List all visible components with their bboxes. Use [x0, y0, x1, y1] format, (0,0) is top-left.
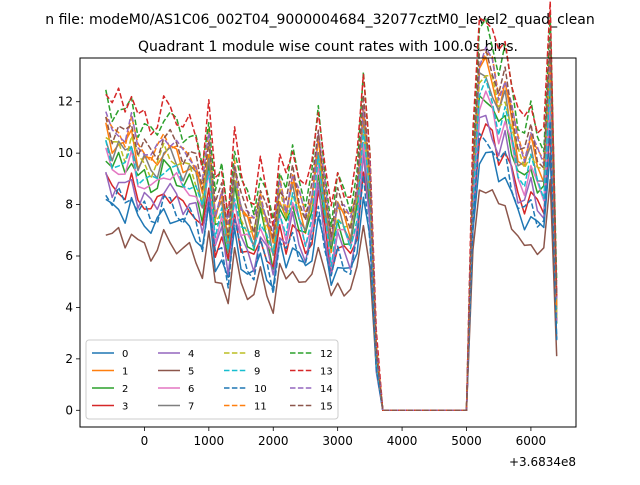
legend-label-9: 9 — [254, 367, 260, 378]
x-tick-label: 0 — [141, 434, 149, 448]
series-line-10 — [105, 120, 558, 412]
y-tick-label: 4 — [65, 300, 73, 314]
chart-title: Quadrant 1 module wise count rates with … — [138, 39, 518, 55]
x-tick-label: 6000 — [516, 434, 547, 448]
legend-box — [85, 339, 339, 420]
y-tick-label: 0 — [65, 403, 73, 417]
legend-label-15: 15 — [320, 402, 333, 413]
x-tick-label: 1000 — [194, 434, 225, 448]
series-line-6 — [105, 90, 558, 412]
x-tick-label: 5000 — [451, 434, 482, 448]
legend-label-13: 13 — [320, 367, 333, 378]
plot-frame — [79, 57, 577, 428]
legend-label-7: 7 — [188, 402, 194, 413]
series-line-0 — [105, 151, 558, 412]
y-tick-label: 2 — [65, 352, 73, 366]
x-tick-label: 3000 — [322, 434, 353, 448]
series-line-5 — [105, 178, 558, 412]
y-tick-label: 12 — [58, 95, 73, 109]
legend-label-11: 11 — [254, 402, 267, 413]
x-tick-label: 4000 — [387, 434, 418, 448]
series-line-12 — [105, 14, 558, 412]
y-tick-label: 10 — [58, 146, 73, 160]
series-line-9 — [105, 78, 558, 412]
legend-label-8: 8 — [254, 349, 260, 360]
y-tick-label: 8 — [65, 198, 73, 212]
legend-label-4: 4 — [188, 349, 194, 360]
series-layer — [105, 0, 558, 412]
legend-label-6: 6 — [188, 384, 194, 395]
y-tick-label: 6 — [65, 249, 73, 263]
series-line-15 — [105, 36, 558, 412]
legend-label-0: 0 — [122, 349, 128, 360]
x-tick-label: 2000 — [258, 434, 289, 448]
series-line-14 — [105, 46, 558, 412]
figure-suptitle: n file: modeM0/AS1C06_002T04_9000004684_… — [45, 12, 594, 28]
series-line-7 — [105, 59, 558, 412]
series-line-8 — [105, 67, 558, 412]
series-line-13 — [105, 0, 558, 412]
series-line-2 — [105, 81, 558, 412]
legend-label-14: 14 — [320, 384, 333, 395]
legend-label-12: 12 — [320, 349, 333, 360]
legend-label-2: 2 — [122, 384, 128, 395]
x-offset-label: +3.6834e8 — [509, 455, 576, 469]
legend-label-3: 3 — [122, 402, 128, 413]
legend-label-5: 5 — [188, 367, 194, 378]
legend-label-1: 1 — [122, 367, 128, 378]
legend-label-10: 10 — [254, 384, 267, 395]
